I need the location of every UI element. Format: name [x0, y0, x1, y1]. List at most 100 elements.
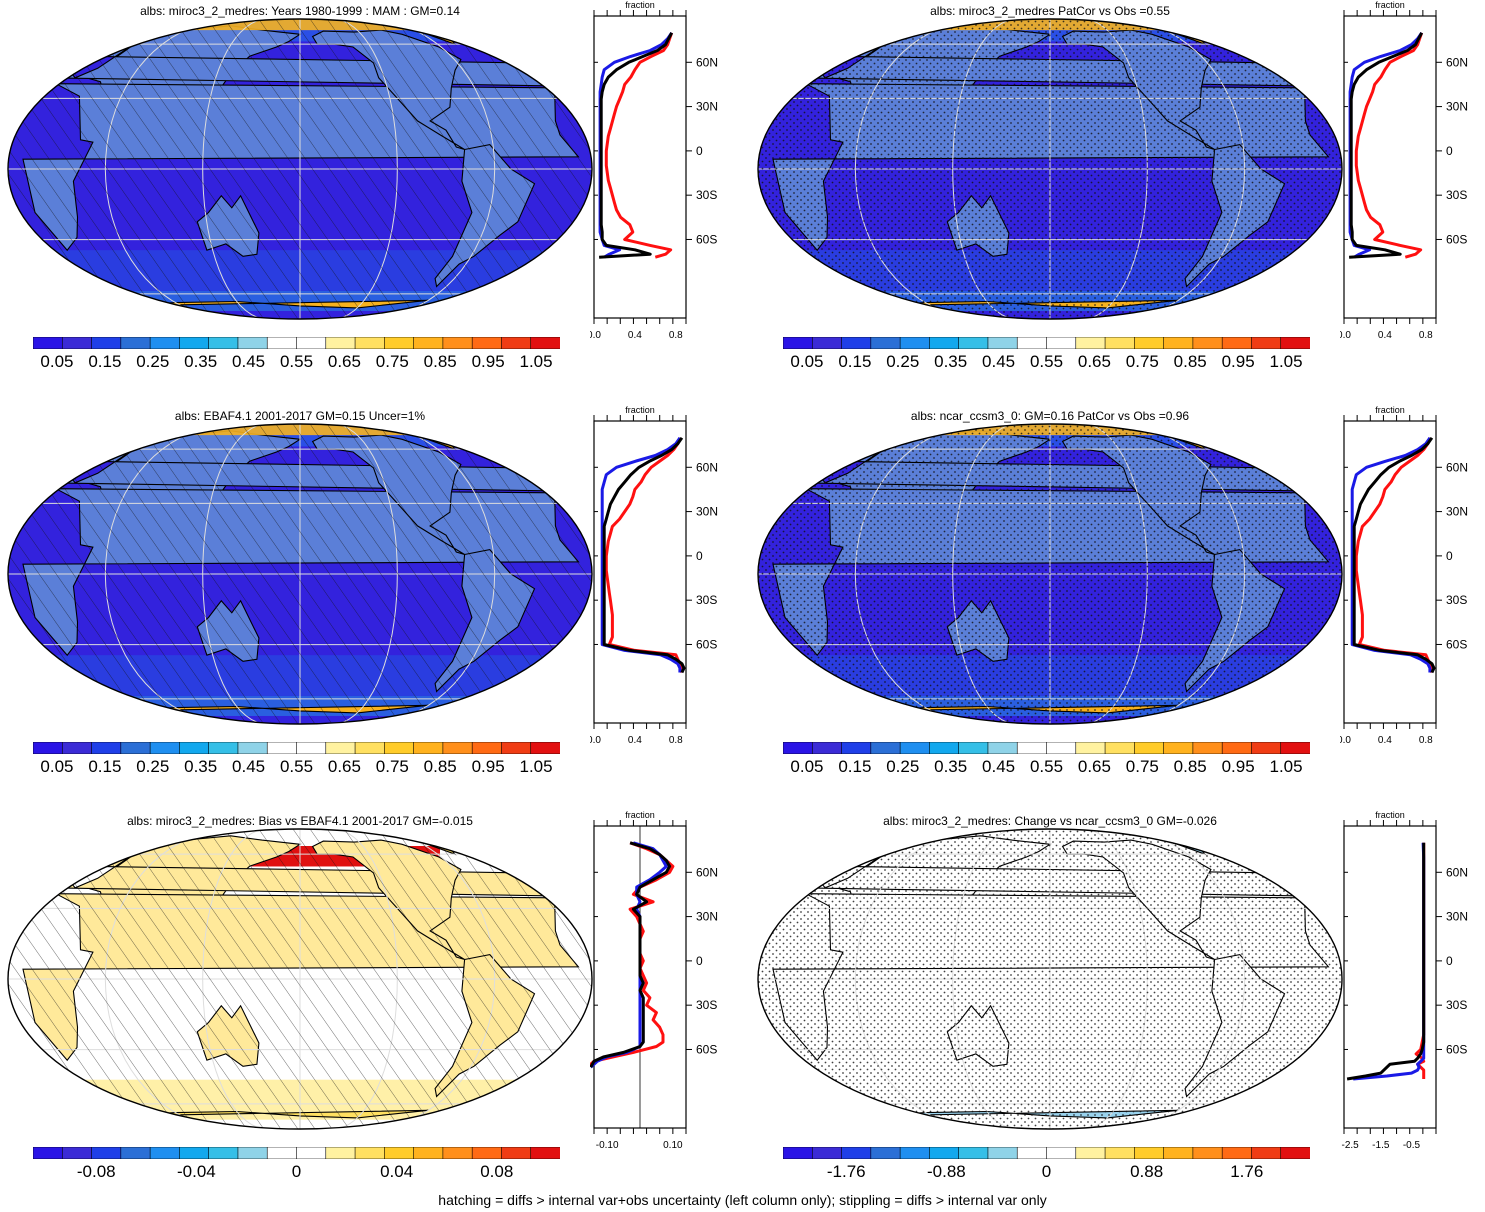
zonal-lat-label: 60N — [696, 55, 718, 69]
colorbar-swatch — [354, 741, 386, 755]
colorbar-tick-label: 0.05 — [40, 757, 74, 776]
colorbar-swatch — [530, 1146, 561, 1160]
colorbar-swatch — [929, 336, 960, 350]
colorbar-swatch — [530, 336, 561, 350]
panel-title: albs: miroc3_2_medres: Change vs ncar_cc… — [883, 814, 1217, 828]
zonal-mean-line-red — [1354, 437, 1434, 674]
map-container — [750, 16, 1350, 326]
zonal-lat-label: 30N — [696, 910, 718, 924]
zonal-mean-container: fraction 60N 30N 0 30S 60S 0.0 0.4 0.8 — [587, 0, 740, 360]
colorbar — [32, 741, 561, 755]
panel-title: albs: miroc3_2_medres: Years 1980-1999 :… — [140, 4, 460, 18]
colorbar-swatch — [1075, 336, 1106, 350]
colorbar-p1 — [32, 336, 561, 350]
colorbar-swatch — [1192, 1146, 1223, 1160]
colorbar-tick-label: 0 — [1041, 1162, 1052, 1181]
map-p4 — [757, 423, 1343, 725]
colorbar-swatch — [1221, 336, 1253, 350]
colorbar-swatch — [120, 1146, 151, 1160]
colorbar-tick-label: 0.95 — [1221, 757, 1255, 776]
colorbar-swatch — [899, 1146, 931, 1160]
colorbar-swatch — [1134, 336, 1165, 350]
zonal-lat-label: 60S — [696, 637, 717, 651]
colorbar-swatch — [442, 741, 473, 755]
zonal-mean-container: fraction 60N 30N 0 30S 60S 0.0 0.4 0.8 — [1337, 405, 1485, 765]
colorbar-swatch — [442, 336, 473, 350]
colorbar-tick-label: 0.35 — [934, 757, 968, 776]
zonal-lat-label: 60N — [1446, 460, 1468, 474]
map-p3 — [7, 423, 593, 725]
colorbar-swatch — [1251, 741, 1282, 755]
zonal-x-tick-label: 0.0 — [1340, 330, 1351, 341]
zonal-x-tick-label: 0.4 — [1378, 735, 1392, 746]
colorbar-tick-label: 0.65 — [327, 757, 361, 776]
colorbar — [32, 1146, 561, 1160]
panel-change: albs: miroc3_2_medres: Change vs ncar_cc… — [750, 810, 1485, 1210]
colorbar-swatch — [841, 741, 872, 755]
zonal-lat-label: 30N — [1446, 100, 1468, 114]
zonal-x-tick-label: 0.8 — [669, 735, 683, 746]
colorbar-swatch — [501, 1146, 532, 1160]
zonal-lat-label: 0 — [696, 954, 703, 968]
colorbar-tick-label: 0.08 — [480, 1162, 514, 1181]
zonal-lat-label: 60S — [1446, 232, 1467, 246]
map-container — [0, 421, 600, 731]
colorbar-swatch — [91, 1146, 122, 1160]
colorbar-tick-label: 0.55 — [1029, 757, 1064, 776]
colorbar-tick-label: 1.76 — [1230, 1162, 1264, 1181]
colorbar-swatch — [61, 1146, 93, 1160]
colorbar-tick-label: 0.85 — [423, 352, 457, 371]
zonal-mean-plot-p3: fraction 60N 30N 0 30S 60S 0.0 0.4 0.8 — [587, 405, 718, 746]
colorbar-swatch — [1046, 1146, 1077, 1160]
zonal-mean-line-red — [586, 841, 675, 1069]
colorbar-tick-label: 0.55 — [279, 757, 314, 776]
zonal-x-tick-label: 0.10 — [663, 1140, 683, 1151]
map-container — [0, 826, 600, 1136]
colorbar-swatch — [471, 741, 503, 755]
zonal-lat-label: 60N — [696, 865, 718, 879]
zonal-mean-line-black — [589, 841, 672, 1068]
colorbar-p4 — [782, 741, 1311, 755]
zonal-mean-line-blue — [1353, 842, 1426, 1081]
colorbar-tick-label: 0.75 — [375, 352, 409, 371]
colorbar — [782, 336, 1311, 350]
colorbar-tick-label: 0.85 — [1173, 352, 1207, 371]
zonal-lat-label: 30S — [1446, 998, 1467, 1012]
colorbar — [32, 336, 561, 350]
zonal-x-tick-label: 0.4 — [628, 330, 642, 341]
zonal-mean-line-black — [599, 32, 674, 259]
zonal-x-tick-label: -2.5 — [1342, 1140, 1360, 1151]
colorbar-swatch — [1163, 1146, 1194, 1160]
colorbar-swatch — [811, 1146, 843, 1160]
colorbar-tick-label: 1.05 — [1269, 757, 1303, 776]
colorbar-p6 — [782, 1146, 1311, 1160]
colorbar-tick-label: 0.35 — [934, 352, 968, 371]
colorbar-swatch — [32, 741, 64, 755]
map-container — [750, 826, 1350, 1136]
zonal-lat-label: 30S — [696, 998, 717, 1012]
colorbar-swatch — [1280, 336, 1311, 350]
colorbar-swatch — [413, 1146, 444, 1160]
zonal-lat-label: 0 — [1446, 954, 1453, 968]
zonal-x-tick-label: -0.5 — [1403, 1140, 1421, 1151]
colorbar-swatch — [870, 1146, 901, 1160]
colorbar-swatch — [958, 741, 989, 755]
zonal-lat-label: 60N — [1446, 865, 1468, 879]
colorbar-tick-label: 1.05 — [519, 757, 553, 776]
colorbar-swatch — [384, 741, 415, 755]
zonal-mean-line-red — [604, 32, 674, 259]
colorbar-swatch — [870, 336, 901, 350]
colorbar-swatch — [1280, 1146, 1311, 1160]
zonal-x-tick-label: 0.0 — [1340, 735, 1351, 746]
colorbar-swatch — [266, 336, 298, 350]
colorbar-tick-label: 0.45 — [982, 757, 1016, 776]
colorbar-swatch — [208, 741, 239, 755]
colorbar-swatch — [899, 741, 931, 755]
map-p6 — [757, 828, 1343, 1130]
colorbar-swatch — [325, 741, 356, 755]
colorbar-swatch — [149, 336, 181, 350]
colorbar-p2 — [782, 336, 1311, 350]
colorbar — [782, 741, 1311, 755]
colorbar-swatch — [237, 336, 269, 350]
colorbar-swatch — [987, 336, 1019, 350]
